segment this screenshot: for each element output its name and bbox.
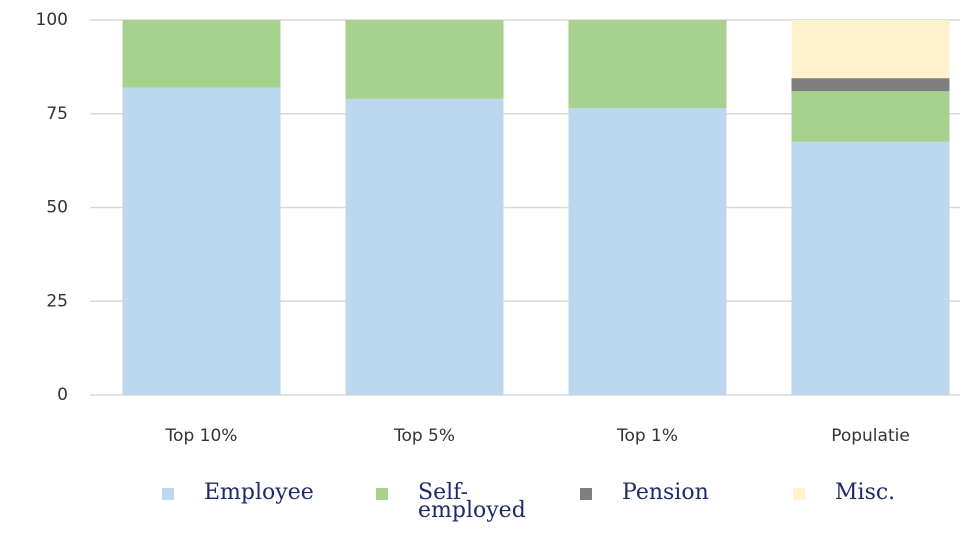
bar-segment (568, 108, 727, 395)
legend-swatch (793, 488, 805, 500)
bar-segment (122, 87, 281, 395)
y-tick-label: 100 (36, 10, 68, 30)
y-tick-label: 50 (46, 198, 68, 218)
legend-swatch (580, 488, 592, 500)
legend-label: Self-employed (418, 480, 526, 523)
bar-segment (791, 141, 950, 395)
legend-swatch (376, 488, 388, 500)
x-tick-label: Top 1% (616, 426, 678, 446)
bar-segment (345, 20, 504, 99)
bar-segment (568, 20, 727, 109)
bar-segment (791, 78, 950, 92)
legend-item: Employee (162, 478, 314, 505)
bar-segment (791, 20, 950, 79)
y-tick-label: 0 (57, 385, 68, 405)
x-tick-label: Top 5% (393, 426, 455, 446)
y-tick-label: 75 (46, 104, 68, 124)
y-tick-label: 25 (46, 291, 68, 311)
legend: Employee Self-employed Pension Misc. (0, 478, 967, 538)
chart: 0 25 50 75 100 Top 10% Top 5% Top 1% Populatie (36, 10, 960, 446)
bar-segment (122, 20, 281, 88)
bar-segment (345, 98, 504, 395)
x-tick-label: Top 10% (165, 426, 238, 446)
legend-swatch (162, 488, 174, 500)
legend-label: Pension (622, 480, 709, 505)
legend-item: Misc. (793, 478, 896, 505)
bar-segment (791, 91, 950, 142)
legend-item: Pension (580, 478, 709, 505)
legend-label: Misc. (835, 480, 896, 505)
legend-item: Self-employed (376, 478, 526, 523)
x-tick-label: Populatie (831, 426, 910, 446)
legend-label: Employee (204, 480, 314, 505)
